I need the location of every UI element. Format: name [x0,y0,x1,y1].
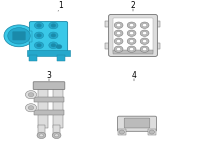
Circle shape [34,22,44,29]
Bar [154,21,160,27]
Bar [113,50,153,54]
Circle shape [142,48,147,51]
Circle shape [25,104,37,112]
Circle shape [49,42,58,49]
Circle shape [51,24,56,27]
Bar [27,50,70,56]
Bar [105,43,112,49]
Circle shape [8,28,30,44]
Bar [29,31,32,42]
Bar [57,55,65,61]
Circle shape [37,34,41,37]
FancyBboxPatch shape [29,22,68,51]
Circle shape [140,30,149,36]
Circle shape [116,24,121,27]
Circle shape [56,45,62,49]
Circle shape [127,38,136,44]
Circle shape [34,32,44,39]
Bar [34,97,64,102]
Circle shape [140,22,149,28]
Bar [34,110,64,115]
Circle shape [49,32,58,39]
Circle shape [142,32,147,35]
Text: 4: 4 [132,71,136,80]
Circle shape [37,132,46,139]
Circle shape [114,30,123,36]
Circle shape [114,22,123,28]
Circle shape [116,48,121,51]
Circle shape [55,134,59,137]
FancyBboxPatch shape [109,14,157,56]
Circle shape [127,22,136,28]
Circle shape [127,30,136,36]
Circle shape [114,38,123,44]
FancyBboxPatch shape [113,18,153,53]
Circle shape [114,46,123,52]
Bar [118,129,126,135]
Circle shape [116,32,121,35]
Circle shape [51,34,56,37]
Circle shape [28,93,34,97]
Circle shape [116,40,121,43]
Circle shape [129,48,134,51]
Circle shape [142,24,147,27]
Circle shape [119,130,125,134]
Circle shape [28,106,34,110]
Bar [29,55,37,61]
Circle shape [39,134,43,137]
FancyBboxPatch shape [33,82,65,89]
Circle shape [25,91,37,99]
Circle shape [127,46,136,52]
Circle shape [129,24,134,27]
Bar [53,87,63,128]
Circle shape [34,42,44,49]
Text: 1: 1 [59,1,63,10]
Bar [105,21,112,27]
Circle shape [51,44,56,47]
Text: 3: 3 [47,71,51,80]
Circle shape [49,22,58,29]
Circle shape [52,132,61,139]
Text: 2: 2 [131,1,135,10]
Bar [148,129,156,135]
Circle shape [140,38,149,44]
Circle shape [140,46,149,52]
Circle shape [149,130,155,134]
Bar [38,87,48,128]
Circle shape [129,40,134,43]
Circle shape [142,40,147,43]
FancyBboxPatch shape [124,118,150,128]
Bar [154,43,160,49]
FancyBboxPatch shape [118,116,156,131]
Bar [53,125,60,135]
Circle shape [4,25,34,47]
Circle shape [129,32,134,35]
Circle shape [37,24,41,27]
FancyBboxPatch shape [13,32,25,40]
Circle shape [37,44,41,47]
Bar [38,125,45,135]
